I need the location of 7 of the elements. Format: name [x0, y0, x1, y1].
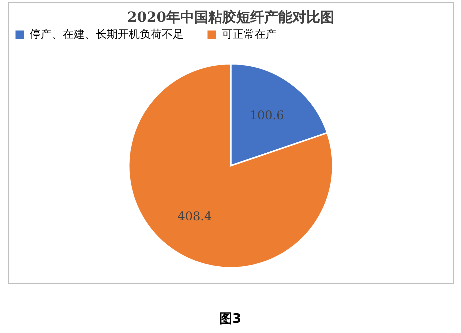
legend-label: 停产、在建、长期开机负荷不足 — [30, 28, 184, 41]
chart-title: 2020年中国粘胶短纤产能对比图 — [128, 9, 334, 26]
legend-label: 可正常在产 — [222, 28, 277, 41]
data-label: 408.4 — [178, 209, 212, 224]
data-label: 100.6 — [250, 108, 284, 123]
pie-slice — [128, 63, 334, 269]
caption: 图3 — [218, 311, 243, 328]
